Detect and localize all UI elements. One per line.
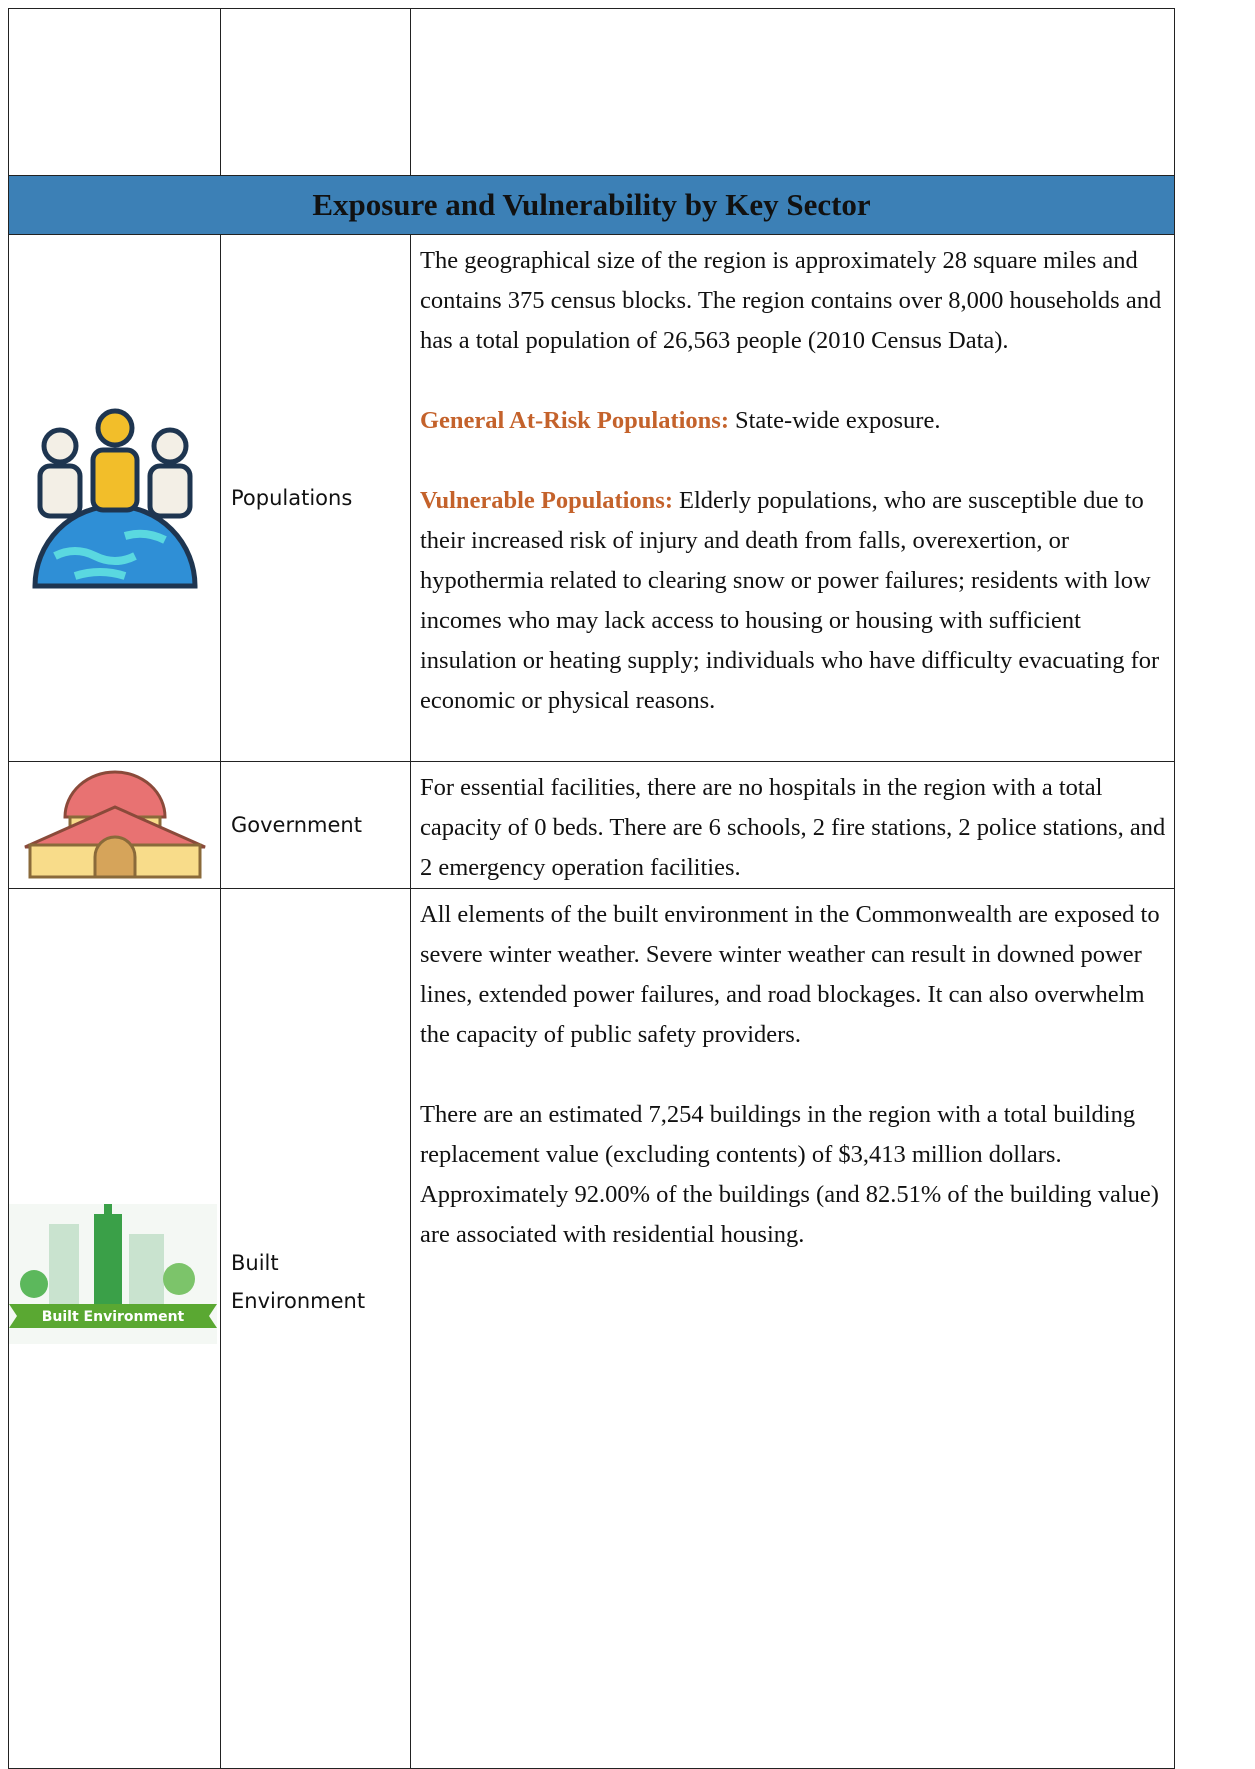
government-icon xyxy=(23,770,206,878)
sector-label: Government xyxy=(220,761,411,889)
paragraph-label: Vulnerable Populations: xyxy=(420,487,673,514)
paragraph: For essential facilities, there are no h… xyxy=(420,774,1166,881)
sector-label: Built Environment xyxy=(220,888,411,1769)
paragraph: Vulnerable Populations: Elderly populatio… xyxy=(420,481,1166,721)
sector-table: Exposure and Vulnerability by Key Sector… xyxy=(8,8,1175,1769)
paragraph: There are an estimated 7,254 buildings i… xyxy=(420,1101,1159,1248)
paragraph-label: General At-Risk Populations: xyxy=(420,407,729,434)
table-header: Exposure and Vulnerability by Key Sector xyxy=(8,175,1175,235)
sector-label: Populations xyxy=(220,234,411,762)
paragraph-text: State-wide exposure. xyxy=(735,407,941,434)
icon-label: Built Environment xyxy=(42,1309,185,1325)
built-environment-icon: Built Environment xyxy=(9,1204,217,1344)
paragraph: All elements of the built environment in… xyxy=(420,901,1160,1048)
paragraph-text: Elderly populations, who are susceptible… xyxy=(420,487,1160,714)
page: Exposure and Vulnerability by Key Sector… xyxy=(8,8,1175,1769)
populations-icon xyxy=(31,408,198,588)
paragraph: The geographical size of the region is a… xyxy=(420,247,1162,354)
paragraph: General At-Risk Populations: State-wide e… xyxy=(420,401,1166,441)
